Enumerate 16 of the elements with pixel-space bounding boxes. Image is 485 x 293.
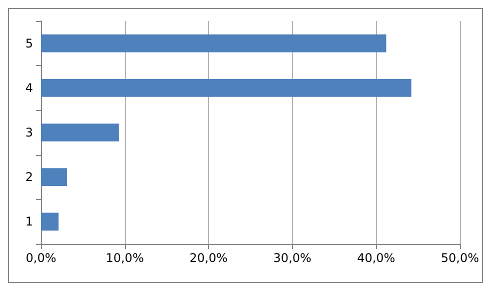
- x-tick-label: 10,0%: [106, 251, 144, 265]
- y-tick-label: 5: [25, 36, 33, 50]
- x-tick-label: 50,0%: [440, 251, 479, 265]
- bar: [41, 78, 412, 97]
- bar: [41, 212, 59, 231]
- bar: [41, 34, 386, 52]
- bar: [41, 124, 119, 142]
- bar: [41, 168, 67, 186]
- x-tick-label: 0,0%: [26, 251, 56, 265]
- x-tick-label: 40,0%: [357, 251, 396, 265]
- y-tick-label: 3: [25, 126, 33, 140]
- x-tick-label: 20,0%: [190, 251, 228, 265]
- y-tick-label: 2: [25, 170, 33, 184]
- x-tick-label: 30,0%: [273, 251, 312, 265]
- y-tick-label: 4: [25, 80, 33, 95]
- y-tick-label: 1: [25, 214, 33, 229]
